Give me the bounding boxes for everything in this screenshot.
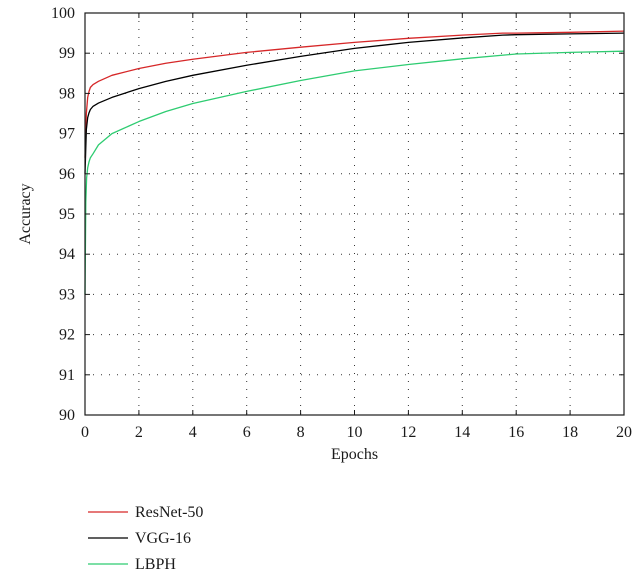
y-tick-label: 92 xyxy=(59,327,75,344)
x-tick-label: 16 xyxy=(508,424,524,441)
y-tick-label: 96 xyxy=(59,166,75,183)
y-tick-label: 93 xyxy=(59,286,75,303)
series-line-lbph xyxy=(84,50,625,295)
x-tick-label: 14 xyxy=(454,424,470,441)
grid xyxy=(85,13,624,415)
y-tick-label: 90 xyxy=(59,407,75,424)
y-tick-label: 91 xyxy=(59,367,75,384)
legend-label: LBPH xyxy=(135,556,176,573)
y-tick-label: 100 xyxy=(51,5,75,22)
y-tick-label: 99 xyxy=(59,45,75,62)
y-tick-label: 94 xyxy=(59,246,75,263)
series-line-resnet-50 xyxy=(84,30,625,158)
y-tick-label: 98 xyxy=(59,85,75,102)
series-line-vgg-16 xyxy=(84,32,625,174)
axis-ticks: 0 2 4 6 8 10 12 14 16 18 20 90 91 92 93 94 95 96 97 98 99 100 xyxy=(51,5,632,441)
x-axis-label: Epochs xyxy=(331,446,378,463)
legend-label: ResNet-50 xyxy=(135,504,203,521)
x-tick-label: 8 xyxy=(297,424,305,441)
y-axis-label: Accuracy xyxy=(17,183,34,244)
y-tick-label: 95 xyxy=(59,206,75,223)
x-tick-label: 0 xyxy=(81,424,89,441)
x-tick-label: 10 xyxy=(347,424,363,441)
x-tick-label: 4 xyxy=(189,424,197,441)
legend: ResNet-50 VGG-16 LBPH xyxy=(88,504,203,573)
x-tick-label: 2 xyxy=(135,424,143,441)
x-tick-label: 20 xyxy=(616,424,632,441)
x-tick-label: 12 xyxy=(400,424,416,441)
x-tick-label: 18 xyxy=(562,424,578,441)
y-tick-label: 97 xyxy=(59,126,75,143)
x-tick-label: 6 xyxy=(243,424,251,441)
legend-label: VGG-16 xyxy=(135,530,191,547)
series-lines xyxy=(84,30,625,295)
